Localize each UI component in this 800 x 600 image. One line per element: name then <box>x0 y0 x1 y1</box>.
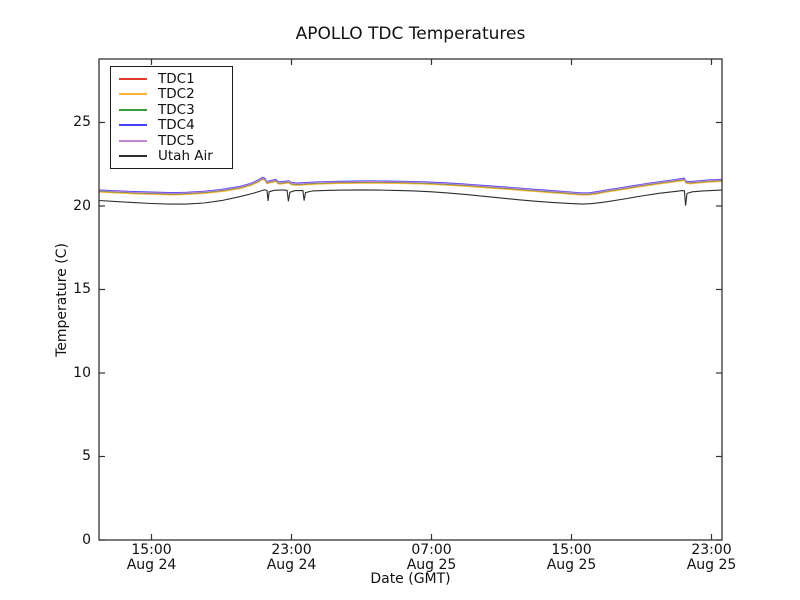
series-line-utah-air <box>98 189 723 206</box>
x-tick-label-0: 15:00 Aug 24 <box>102 543 202 573</box>
x-tick-time: 15:00 <box>551 542 592 558</box>
legend-line-sample <box>119 124 147 127</box>
x-tick-date: Aug 25 <box>546 557 597 573</box>
x-tick-time: 23:00 <box>271 542 312 558</box>
series-line-tdc2 <box>98 178 723 196</box>
x-tick-date: Aug 24 <box>126 557 177 573</box>
x-axis-label: Date (GMT) <box>370 571 451 587</box>
legend-label: Utah Air <box>158 148 213 165</box>
plot-frame <box>98 58 723 541</box>
legend-label: TDC3 <box>158 101 195 118</box>
legend-item-tdc3: TDC3 <box>119 101 232 118</box>
legend-item-utah-air: Utah Air <box>119 148 232 165</box>
legend-item-tdc4: TDC4 <box>119 117 232 134</box>
x-tick-date: Aug 25 <box>686 557 737 573</box>
x-tick-label-2: 07:00 Aug 25 <box>382 543 482 573</box>
x-tick-label-1: 23:00 Aug 24 <box>242 543 342 573</box>
x-tick-label-4: 23:00 Aug 25 <box>662 543 762 573</box>
legend-label: TDC4 <box>158 117 195 134</box>
y-tick-label-5: 5 <box>82 448 91 465</box>
x-tick-label-3: 15:00 Aug 25 <box>522 543 622 573</box>
legend-label: TDC2 <box>158 86 195 103</box>
y-tick-label-15: 15 <box>73 281 91 298</box>
legend-label: TDC5 <box>158 132 195 149</box>
legend-item-tdc5: TDC5 <box>119 132 232 149</box>
series-line-tdc4 <box>98 176 723 194</box>
legend-line-sample <box>119 108 147 111</box>
y-tick-label-25: 25 <box>73 114 91 131</box>
legend-item-tdc1: TDC1 <box>119 70 232 87</box>
legend-line-sample <box>119 139 147 142</box>
series-line-tdc5 <box>98 177 723 195</box>
y-tick-label-0: 0 <box>82 532 91 548</box>
x-tick-date: Aug 25 <box>406 557 457 573</box>
y-axis-label: Temperature (C) <box>54 243 70 357</box>
x-tick-date: Aug 24 <box>266 557 317 573</box>
y-tick-label-10: 10 <box>73 364 91 381</box>
x-tick-time: 07:00 <box>411 542 452 558</box>
legend: TDC1 TDC2 TDC3 TDC4 TDC5 Utah Air <box>110 66 233 169</box>
chart-title: APOLLO TDC Temperatures <box>295 24 526 44</box>
x-tick-time: 15:00 <box>131 542 172 558</box>
legend-label: TDC1 <box>158 70 195 87</box>
legend-line-sample <box>119 77 147 80</box>
x-tick-time: 23:00 <box>691 542 732 558</box>
legend-line-sample <box>119 93 147 96</box>
legend-item-tdc2: TDC2 <box>119 86 232 103</box>
legend-line-sample <box>119 155 147 158</box>
y-tick-label-20: 20 <box>73 197 91 214</box>
